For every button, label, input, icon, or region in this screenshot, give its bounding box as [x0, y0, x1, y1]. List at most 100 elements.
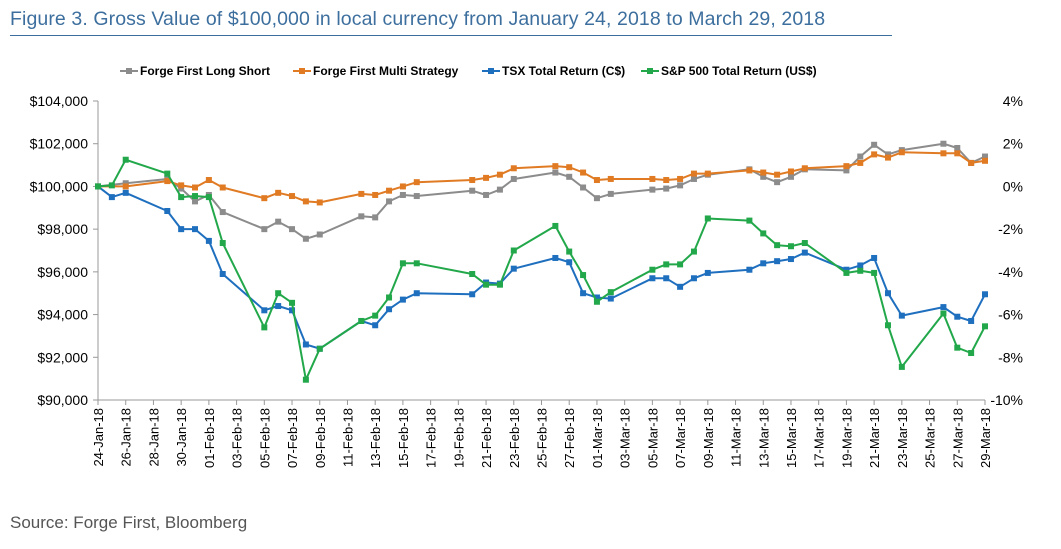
- data-point-marker: [496, 281, 503, 288]
- series-line: [97, 185, 986, 350]
- data-point-marker: [760, 230, 767, 237]
- data-point-marker: [302, 376, 309, 383]
- data-point-marker: [192, 193, 199, 200]
- x-tick-label: 25-Mar-18: [923, 408, 938, 468]
- data-point-marker: [607, 175, 614, 182]
- y-right-tick-label: 0%: [1003, 178, 1023, 194]
- data-point-marker: [760, 169, 767, 176]
- data-point-marker: [316, 199, 323, 206]
- data-point-marker: [205, 237, 212, 244]
- data-point-marker: [275, 303, 282, 310]
- x-tick-label: 09-Mar-18: [701, 408, 716, 468]
- data-point-marker: [580, 184, 587, 191]
- data-point-marker: [787, 173, 794, 180]
- x-tick-label: 29-Mar-18: [978, 408, 993, 468]
- data-point-marker: [801, 165, 808, 172]
- data-point-marker: [413, 290, 420, 297]
- data-point-marker: [580, 272, 587, 279]
- data-point-marker: [898, 149, 905, 156]
- y-right-tick-label: -10%: [990, 392, 1023, 408]
- data-point-marker: [483, 174, 490, 181]
- chart-legend: Forge First Long Short Forge First Multi …: [120, 64, 817, 78]
- series-group: [95, 156, 988, 383]
- x-tick-label: 15-Feb-18: [396, 408, 411, 468]
- data-point-marker: [787, 168, 794, 175]
- data-point-marker: [316, 231, 323, 238]
- data-point-marker: [219, 240, 226, 247]
- x-tick-label: 15-Mar-18: [784, 408, 799, 468]
- data-point-marker: [871, 254, 878, 261]
- y-right-tick-label: -6%: [998, 307, 1023, 323]
- data-point-marker: [982, 323, 988, 330]
- data-point-marker: [510, 247, 517, 254]
- data-point-marker: [275, 189, 282, 196]
- series-line: [97, 142, 986, 240]
- data-point-marker: [982, 153, 988, 160]
- data-point-marker: [289, 299, 296, 306]
- data-point-marker: [663, 185, 670, 192]
- data-point-marker: [954, 344, 961, 351]
- data-point-marker: [580, 290, 587, 297]
- series-line: [97, 158, 986, 381]
- y-right-tick-label: 2%: [1003, 136, 1023, 152]
- data-point-marker: [677, 283, 684, 290]
- data-point-marker: [483, 191, 490, 198]
- data-point-marker: [316, 345, 323, 352]
- data-point-marker: [302, 341, 309, 348]
- data-point-marker: [552, 169, 559, 176]
- y-left-tick-label: $90,000: [37, 392, 88, 408]
- data-point-marker: [746, 266, 753, 273]
- data-point-marker: [580, 169, 587, 176]
- data-point-marker: [871, 269, 878, 276]
- y-left-tick-label: $92,000: [37, 349, 88, 365]
- x-tick-label: 19-Mar-18: [839, 408, 854, 468]
- data-point-marker: [552, 254, 559, 261]
- data-point-marker: [289, 226, 296, 233]
- figure-title: Figure 3. Gross Value of $100,000 in loc…: [10, 8, 826, 30]
- data-point-marker: [857, 153, 864, 160]
- data-point-marker: [205, 177, 212, 184]
- data-point-marker: [843, 163, 850, 170]
- data-point-marker: [261, 226, 268, 233]
- data-point-marker: [593, 177, 600, 184]
- data-point-marker: [607, 295, 614, 302]
- x-tick-label: 13-Feb-18: [368, 408, 383, 468]
- data-point-marker: [843, 167, 850, 174]
- data-point-marker: [483, 281, 490, 288]
- data-point-marker: [372, 312, 379, 319]
- data-point-marker: [108, 182, 115, 189]
- data-point-marker: [510, 265, 517, 272]
- data-point-marker: [178, 182, 185, 189]
- data-point-marker: [164, 207, 171, 214]
- y-right-tick-label: -8%: [998, 349, 1023, 365]
- data-point-marker: [857, 262, 864, 269]
- data-point-marker: [968, 350, 975, 357]
- legend-swatch-marker: [647, 68, 653, 74]
- data-point-marker: [968, 159, 975, 166]
- legend-swatch-marker: [488, 68, 494, 74]
- x-tick-label: 07-Feb-18: [285, 408, 300, 468]
- data-point-marker: [704, 215, 711, 222]
- data-point-marker: [469, 291, 476, 298]
- data-point-marker: [649, 175, 656, 182]
- data-point-marker: [178, 194, 185, 201]
- data-point-marker: [219, 270, 226, 277]
- data-point-marker: [192, 226, 199, 233]
- x-tick-label: 19-Feb-18: [451, 408, 466, 468]
- y-left-tick-label: $104,000: [30, 93, 89, 109]
- data-point-marker: [399, 296, 406, 303]
- data-point-marker: [205, 194, 212, 201]
- data-point-marker: [178, 226, 185, 233]
- data-point-marker: [787, 256, 794, 263]
- series-group: [95, 149, 988, 206]
- data-point-marker: [982, 291, 988, 298]
- data-point-marker: [649, 266, 656, 273]
- data-point-marker: [552, 163, 559, 170]
- data-point-marker: [843, 266, 850, 273]
- data-point-marker: [399, 191, 406, 198]
- data-point-marker: [122, 180, 129, 187]
- x-tick-label: 17-Mar-18: [812, 408, 827, 468]
- data-point-marker: [510, 165, 517, 172]
- legend-entry-label: Forge First Long Short: [140, 64, 270, 78]
- data-point-marker: [801, 249, 808, 256]
